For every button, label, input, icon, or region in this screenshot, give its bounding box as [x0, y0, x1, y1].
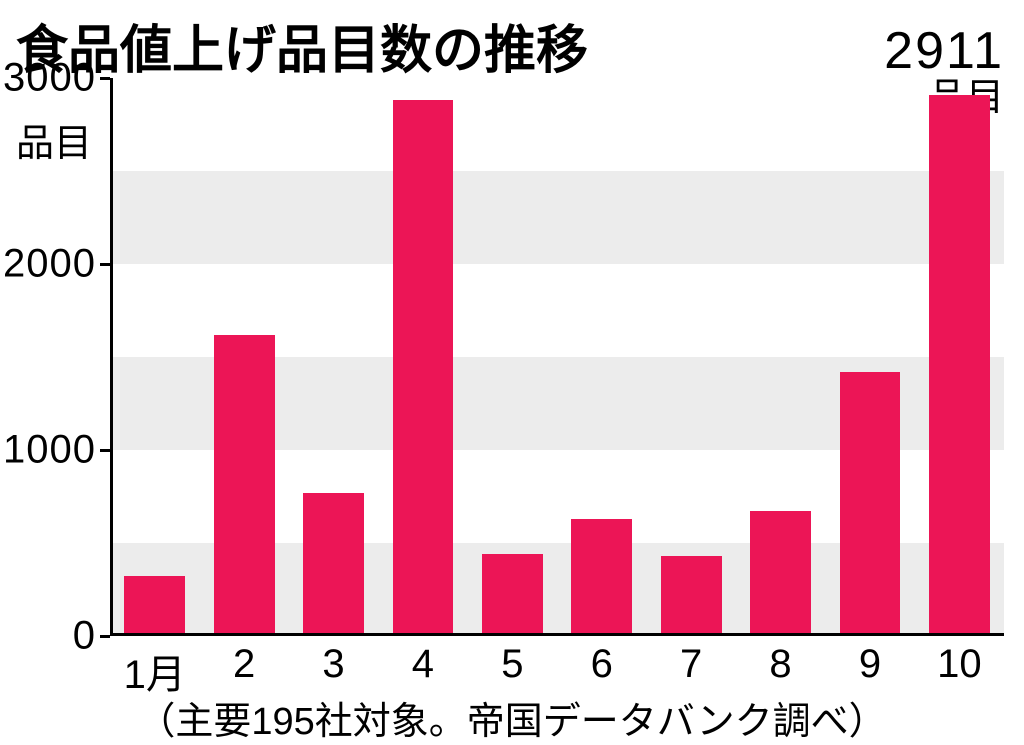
bar-slot	[557, 78, 646, 636]
y-tick-label: 1000	[3, 428, 96, 473]
bar	[661, 556, 722, 636]
bar-slot	[289, 78, 378, 636]
bar	[750, 511, 811, 636]
chart-title: 食品値上げ品目数の推移	[16, 8, 884, 83]
bar-slot	[646, 78, 735, 636]
bar	[929, 95, 990, 636]
bar	[840, 372, 901, 636]
bar-slot	[468, 78, 557, 636]
bar-slot	[110, 78, 199, 636]
y-tick-mark	[100, 635, 110, 638]
bar-slot	[378, 78, 467, 636]
plot: 0100020003000	[110, 78, 1004, 636]
y-tick-mark	[100, 263, 110, 266]
x-axis-line	[110, 633, 1004, 636]
bar-slot	[199, 78, 288, 636]
bar	[393, 100, 454, 636]
bar	[482, 554, 543, 636]
yaxis-unit: 品目	[16, 112, 92, 167]
bar	[571, 519, 632, 636]
y-tick-label: 2000	[3, 242, 96, 287]
bar-slot	[915, 78, 1004, 636]
footnote: （主要195社対象。帝国データバンク調べ）	[0, 690, 1024, 745]
bars	[110, 78, 1004, 636]
bar	[124, 576, 185, 636]
y-tick-mark	[100, 449, 110, 452]
bar-slot	[736, 78, 825, 636]
y-axis-line	[110, 78, 113, 636]
chart-area: 0100020003000	[110, 78, 1004, 636]
bar-slot	[825, 78, 914, 636]
bar	[214, 335, 275, 636]
y-tick-mark	[100, 77, 110, 80]
y-tick-label: 0	[73, 614, 96, 659]
y-tick-label: 3000	[3, 56, 96, 101]
bar	[303, 493, 364, 636]
